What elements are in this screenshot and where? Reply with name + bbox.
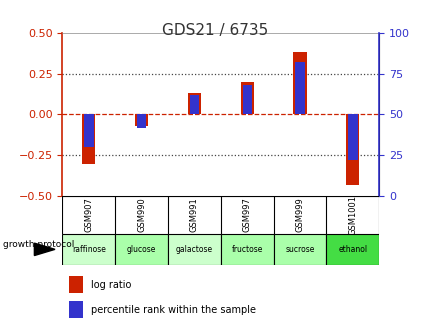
Bar [295,62,304,114]
Text: GDS21 / 6735: GDS21 / 6735 [162,23,268,38]
Polygon shape [34,243,55,256]
Bar [293,52,306,114]
Bar [189,95,199,114]
Bar [115,234,168,265]
Bar [135,114,148,126]
Text: sucrose: sucrose [285,245,314,254]
Bar [84,114,93,147]
Bar [168,234,220,265]
Text: raffinose: raffinose [72,245,106,254]
Bar [345,114,359,185]
Text: growth protocol: growth protocol [3,240,74,249]
Bar [82,114,95,164]
Text: GSM999: GSM999 [295,198,304,232]
Bar [240,82,253,114]
Bar [220,234,273,265]
Text: ethanol: ethanol [338,245,367,254]
Bar [62,234,115,265]
Text: fructose: fructose [231,245,262,254]
Bar [347,114,357,160]
Text: galactose: galactose [175,245,212,254]
Text: GSM907: GSM907 [84,198,93,232]
Text: log ratio: log ratio [91,280,131,290]
Text: GSM1001: GSM1001 [347,195,356,235]
Bar [137,114,146,128]
Text: GSM991: GSM991 [190,198,199,232]
Text: glucose: glucose [127,245,156,254]
Text: GSM997: GSM997 [242,198,251,232]
Text: percentile rank within the sample: percentile rank within the sample [91,305,255,315]
Text: GSM990: GSM990 [137,198,146,232]
Bar [326,234,378,265]
Bar [69,276,83,294]
Bar [69,301,83,318]
Bar [242,85,252,114]
Bar [273,234,326,265]
Bar [187,93,201,114]
